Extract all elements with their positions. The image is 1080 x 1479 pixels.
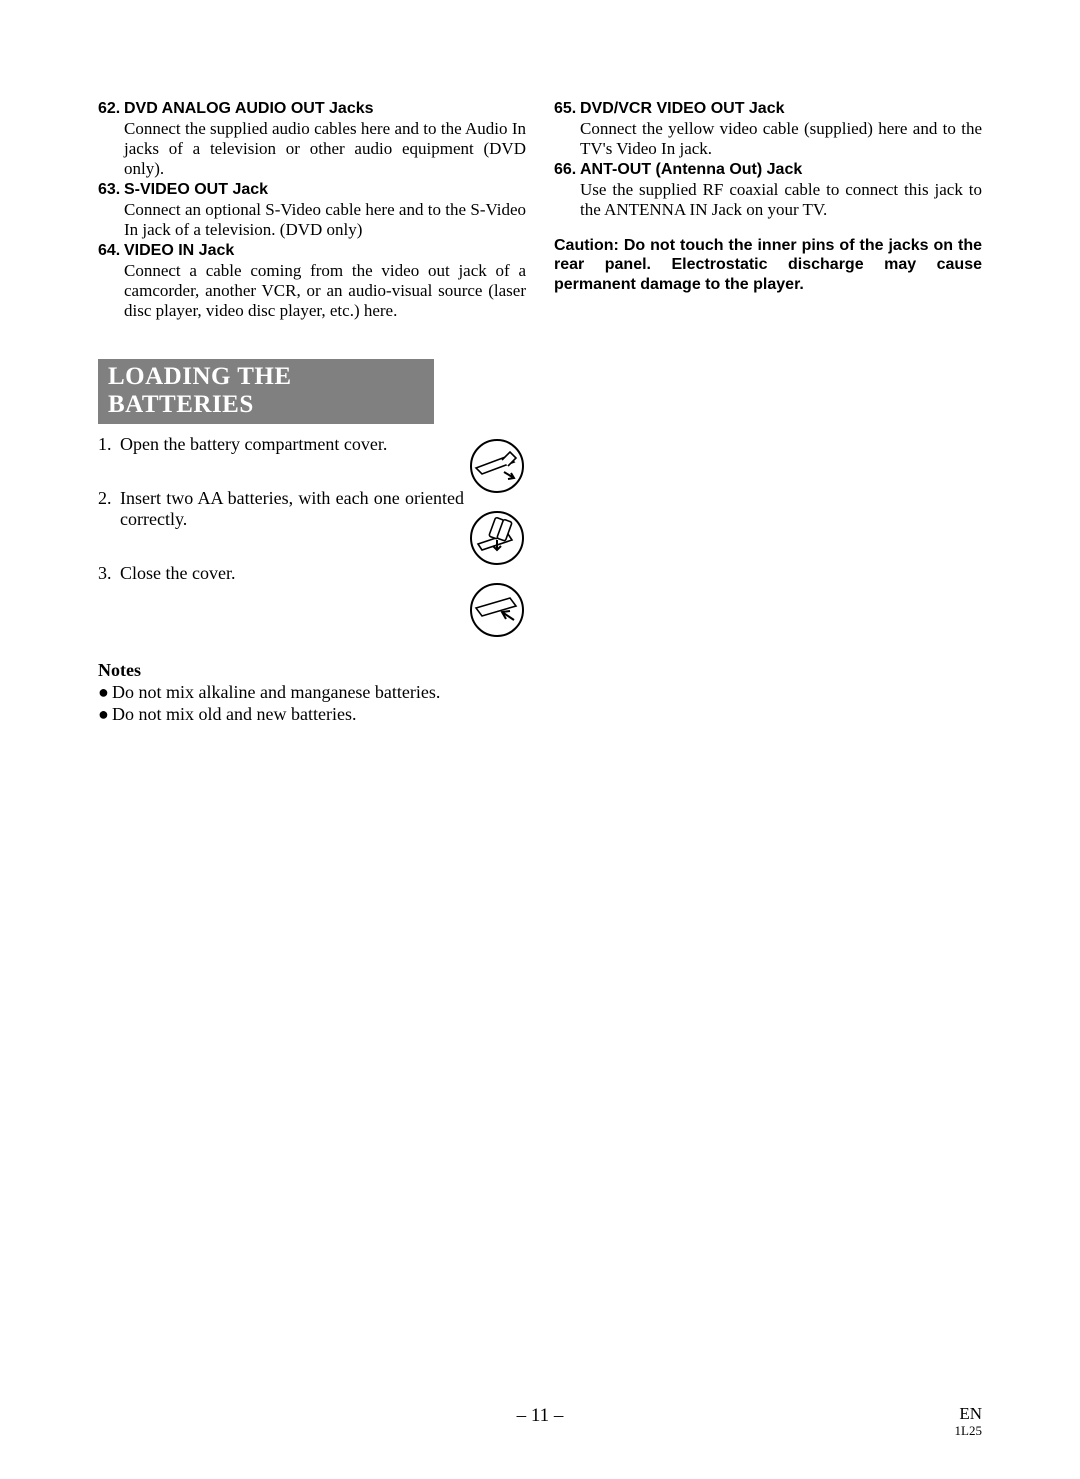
notes-section: Notes ● Do not mix alkaline and manganes… xyxy=(98,660,982,726)
item-body: VIDEO IN Jack Connect a cable coming fro… xyxy=(124,242,526,321)
step-3: 3. Close the cover. xyxy=(98,563,464,585)
item-number: 66. xyxy=(554,161,580,220)
item-65: 65. DVD/VCR VIDEO OUT Jack Connect the y… xyxy=(554,100,982,159)
item-66: 66. ANT-OUT (Antenna Out) Jack Use the s… xyxy=(554,161,982,220)
item-62: 62. DVD ANALOG AUDIO OUT Jacks Connect t… xyxy=(98,100,526,179)
steps-text-column: 1. Open the battery compartment cover. 2… xyxy=(98,434,464,638)
left-column: 62. DVD ANALOG AUDIO OUT Jacks Connect t… xyxy=(98,100,526,323)
notes-heading: Notes xyxy=(98,660,982,682)
item-desc: Connect an optional S-Video cable here a… xyxy=(124,200,526,240)
page-number: – 11 – xyxy=(0,1405,1080,1427)
step-number: 2. xyxy=(98,488,120,531)
section-heading-loading-batteries: LOADING THE BATTERIES xyxy=(98,359,434,424)
item-63: 63. S-VIDEO OUT Jack Connect an optional… xyxy=(98,181,526,240)
open-cover-icon xyxy=(464,438,530,494)
item-body: ANT-OUT (Antenna Out) Jack Use the suppl… xyxy=(580,161,982,220)
step-text: Insert two AA batteries, with each one o… xyxy=(120,488,464,531)
item-title: VIDEO IN Jack xyxy=(124,242,526,261)
item-desc: Use the supplied RF coaxial cable to con… xyxy=(580,180,982,220)
note-text: Do not mix old and new batteries. xyxy=(112,704,356,726)
item-title: ANT-OUT (Antenna Out) Jack xyxy=(580,161,982,180)
close-cover-icon xyxy=(464,582,530,638)
step-text: Close the cover. xyxy=(120,563,464,585)
battery-steps: 1. Open the battery compartment cover. 2… xyxy=(98,434,538,638)
language-code: EN xyxy=(959,1404,982,1424)
step-1: 1. Open the battery compartment cover. xyxy=(98,434,464,456)
step-number: 3. xyxy=(98,563,120,585)
item-number: 65. xyxy=(554,100,580,159)
note-item: ● Do not mix old and new batteries. xyxy=(98,704,982,726)
item-number: 64. xyxy=(98,242,124,321)
step-number: 1. xyxy=(98,434,120,456)
item-64: 64. VIDEO IN Jack Connect a cable coming… xyxy=(98,242,526,321)
bullet-icon: ● xyxy=(98,682,112,704)
insert-batteries-icon xyxy=(464,510,530,566)
item-body: DVD/VCR VIDEO OUT Jack Connect the yello… xyxy=(580,100,982,159)
step-2: 2. Insert two AA batteries, with each on… xyxy=(98,488,464,531)
note-text: Do not mix alkaline and manganese batter… xyxy=(112,682,440,704)
item-number: 62. xyxy=(98,100,124,179)
right-column: 65. DVD/VCR VIDEO OUT Jack Connect the y… xyxy=(554,100,982,323)
item-desc: Connect the supplied audio cables here a… xyxy=(124,119,526,179)
bullet-icon: ● xyxy=(98,704,112,726)
item-title: DVD/VCR VIDEO OUT Jack xyxy=(580,100,982,119)
jack-descriptions-columns: 62. DVD ANALOG AUDIO OUT Jacks Connect t… xyxy=(98,100,982,323)
page: 62. DVD ANALOG AUDIO OUT Jacks Connect t… xyxy=(0,0,1080,1479)
step-icons-column xyxy=(464,434,538,638)
note-item: ● Do not mix alkaline and manganese batt… xyxy=(98,682,982,704)
document-code: 1L25 xyxy=(955,1423,982,1439)
item-body: DVD ANALOG AUDIO OUT Jacks Connect the s… xyxy=(124,100,526,179)
item-body: S-VIDEO OUT Jack Connect an optional S-V… xyxy=(124,181,526,240)
item-title: S-VIDEO OUT Jack xyxy=(124,181,526,200)
item-title: DVD ANALOG AUDIO OUT Jacks xyxy=(124,100,526,119)
caution-text: Caution: Do not touch the inner pins of … xyxy=(554,236,982,295)
item-desc: Connect the yellow video cable (supplied… xyxy=(580,119,982,159)
item-desc: Connect a cable coming from the video ou… xyxy=(124,261,526,321)
step-text: Open the battery compartment cover. xyxy=(120,434,464,456)
item-number: 63. xyxy=(98,181,124,240)
